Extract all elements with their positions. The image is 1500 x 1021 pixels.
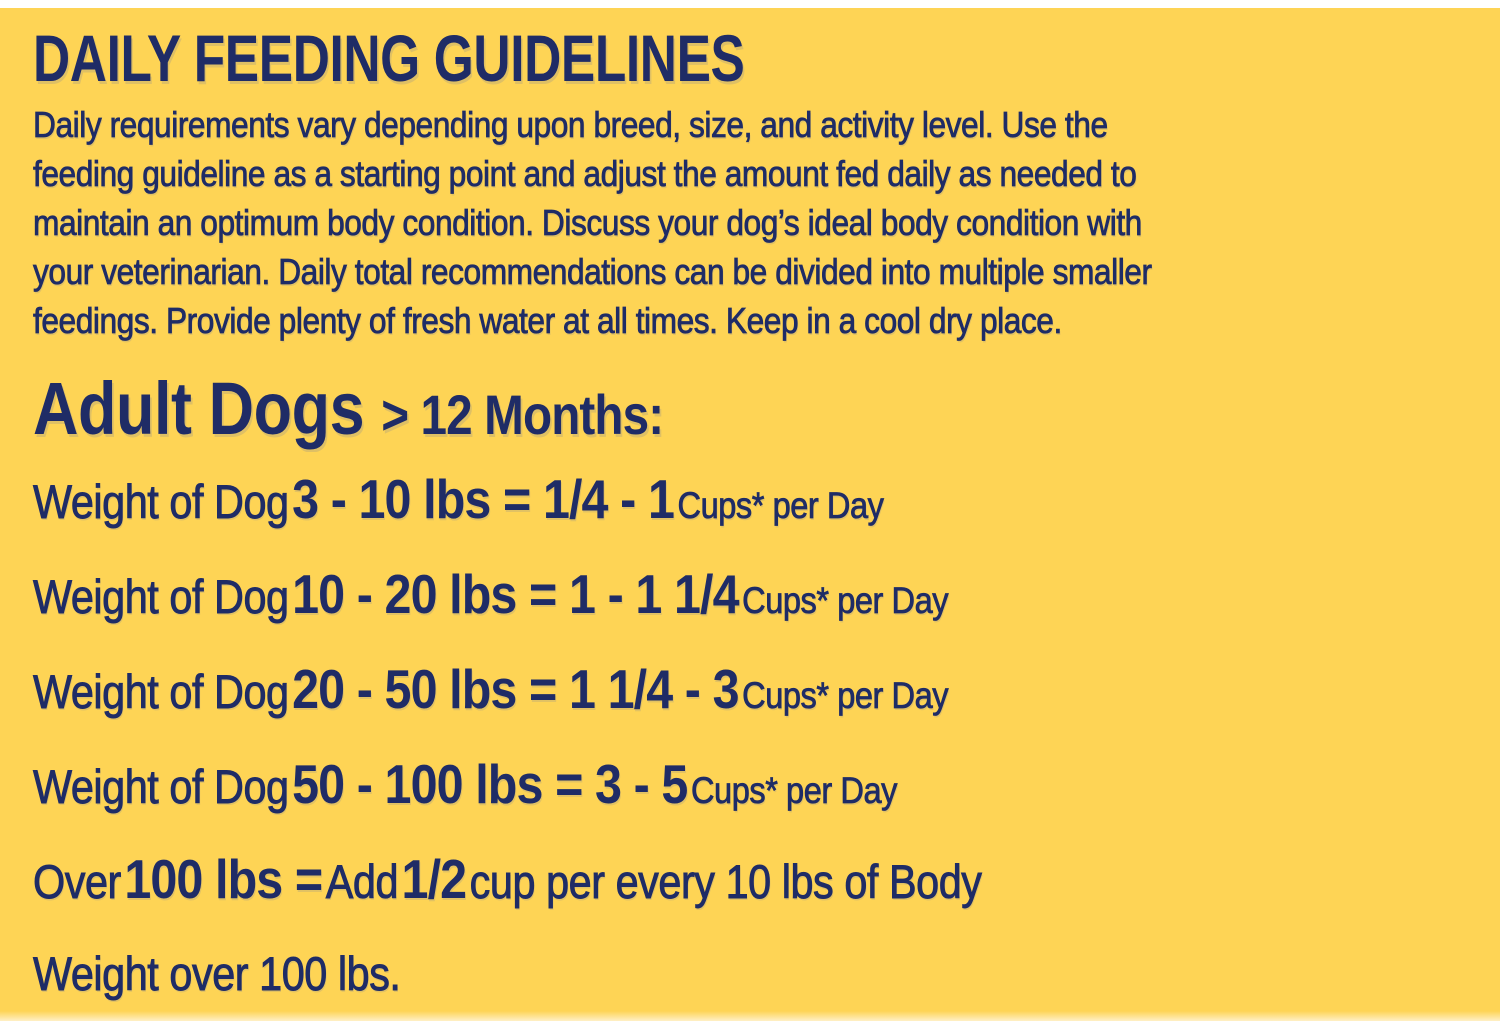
guideline-row: Weight of Dog 20 - 50 lbs = 1 1/4 - 3 Cu… [33,649,1500,744]
guidelines-list: Weight of Dog 3 - 10 lbs = 1/4 - 1 Cups*… [33,459,1500,1021]
section-heading-sub: > 12 Months: [381,383,664,446]
over-100-line: Over 100 lbs = Add 1/2 cup per every 10 … [33,839,1500,934]
guideline-prefix: Weight of Dog [33,665,290,719]
guideline-suffix: Cups* per Day [690,770,898,812]
over-100-add: Add [325,855,399,909]
intro-line: your veterinarian. Daily total recommend… [33,251,1153,293]
intro-paragraph: Daily requirements vary depending upon b… [33,100,1500,345]
guideline-range: 3 - 10 lbs = 1/4 - 1 [292,468,675,530]
guideline-prefix: Weight of Dog [33,570,290,624]
intro-line: feedings. Provide plenty of fresh water … [33,300,1063,342]
over-100-rest: cup per every 10 lbs of Body [469,855,982,909]
guideline-suffix: Cups* per Day [677,485,884,527]
guideline-range: 50 - 100 lbs = 3 - 5 [292,753,688,815]
guideline-row: Weight of Dog 50 - 100 lbs = 3 - 5 Cups*… [33,744,1500,839]
feeding-guidelines-panel: DAILY FEEDING GUIDELINES Daily requireme… [0,8,1500,1021]
intro-line: maintain an optimum body condition. Disc… [33,202,1143,244]
over-100-weight: 100 lbs = [124,848,323,910]
guideline-suffix: Cups* per Day [742,580,949,622]
page-title: DAILY FEEDING GUIDELINES [33,21,745,95]
guideline-row: Weight of Dog 3 - 10 lbs = 1/4 - 1 Cups*… [33,459,1500,554]
intro-line: Daily requirements vary depending upon b… [33,104,1109,146]
over-100-lead: Over [33,855,122,909]
guideline-prefix: Weight of Dog [33,475,290,529]
guideline-row: Weight of Dog 10 - 20 lbs = 1 - 1 1/4 Cu… [33,554,1500,649]
over-100-line2: Weight over 100 lbs. [33,934,1500,1021]
guideline-range: 20 - 50 lbs = 1 1/4 - 3 [292,658,739,720]
over-100-line2-text: Weight over 100 lbs. [33,947,402,1001]
section-heading: Adult Dogs > 12 Months: [33,371,1500,453]
section-heading-main: Adult Dogs [33,367,365,450]
intro-line: feeding guideline as a starting point an… [33,153,1138,195]
guideline-range: 10 - 20 lbs = 1 - 1 1/4 [292,563,739,625]
over-100-amount: 1/2 [401,848,468,910]
bottom-edge [0,1011,1500,1021]
guideline-suffix: Cups* per Day [742,675,949,717]
guideline-prefix: Weight of Dog [33,760,290,814]
